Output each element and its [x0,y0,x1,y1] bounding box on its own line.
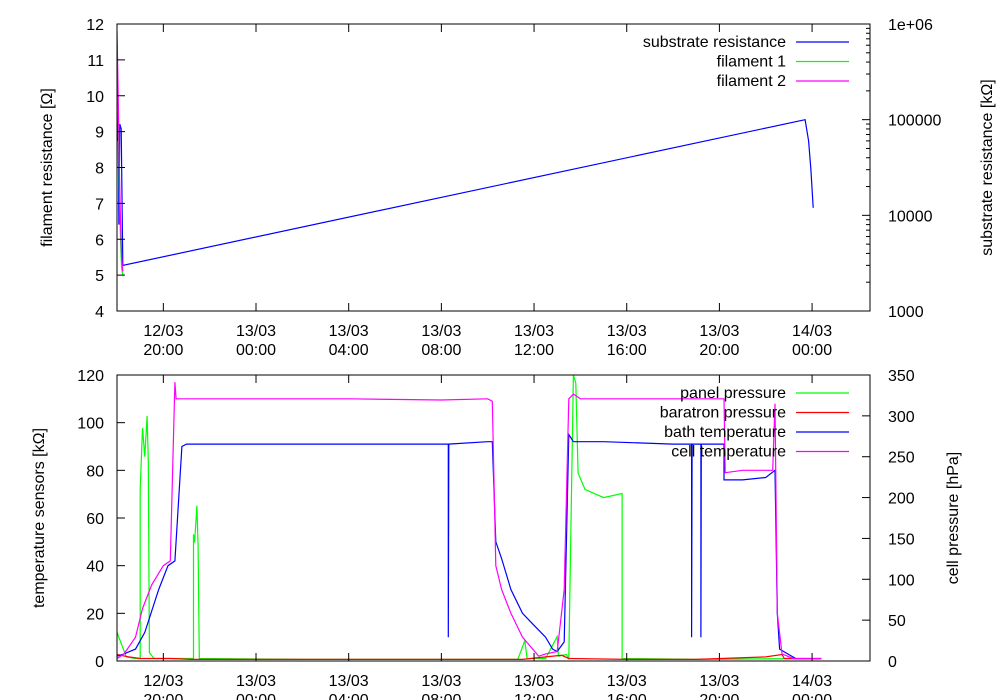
y-tick-label: 11 [87,53,104,70]
series-line-cell-temperature [117,382,822,660]
x-tick-date: 14/03 [792,673,832,690]
y-tick-label: 7 [95,196,104,213]
y2-tick-label: 350 [888,368,915,385]
x-tick-time: 08:00 [421,342,461,359]
y2-tick-label: 1000 [888,304,924,321]
series-line-filament-2 [117,31,124,272]
y-tick-label: 0 [95,654,104,671]
x-tick-time: 04:00 [329,692,369,700]
x-tick-time: 20:00 [143,692,183,700]
y-tick-label: 6 [95,232,104,249]
x-tick-date: 13/03 [421,673,461,690]
y-tick-label: 9 [95,125,104,142]
y2-tick-label: 50 [888,613,906,630]
y2-tick-label: 250 [888,450,915,467]
y-tick-label: 100 [77,416,104,433]
legend-label: cell temperature [671,444,786,461]
series-line-substrate-resistance [117,112,814,267]
y-tick-label: 10 [86,89,104,106]
y-tick-label: 80 [86,463,104,480]
legend-label: substrate resistance [643,34,786,51]
x-tick-date: 13/03 [514,323,554,340]
x-tick-date: 13/03 [699,323,739,340]
y-tick-label: 40 [86,559,104,576]
x-tick-time: 00:00 [792,342,832,359]
y-tick-label: 5 [95,268,104,285]
series-line-bath-temperature [117,432,822,660]
x-tick-time: 16:00 [607,692,647,700]
y-tick-label: 4 [95,304,104,321]
x-tick-date: 13/03 [236,673,276,690]
y2-tick-label: 0 [888,654,897,671]
x-tick-time: 20:00 [699,342,739,359]
x-tick-date: 13/03 [607,673,647,690]
x-tick-date: 13/03 [699,673,739,690]
y-tick-label: 8 [95,161,104,178]
x-tick-date: 13/03 [607,323,647,340]
y2-tick-label: 100000 [888,113,941,130]
y-tick-label: 12 [86,17,104,34]
x-tick-date: 13/03 [421,323,461,340]
x-tick-date: 13/03 [514,673,554,690]
y-axis-label: temperature sensors [kΩ] [31,428,48,608]
y2-tick-label: 100 [888,572,915,589]
y2-tick-label: 200 [888,491,915,508]
x-tick-date: 12/03 [143,673,183,690]
y2-tick-label: 10000 [888,208,933,225]
x-tick-date: 13/03 [236,323,276,340]
y2-axis-label: substrate resistance [kΩ] [979,79,996,255]
x-tick-time: 20:00 [699,692,739,700]
x-tick-time: 00:00 [792,692,832,700]
x-tick-time: 04:00 [329,342,369,359]
legend-label: baratron pressure [660,405,786,422]
legend-label: filament 1 [717,54,786,71]
x-tick-time: 12:00 [514,692,554,700]
x-tick-time: 16:00 [607,342,647,359]
y-tick-label: 60 [86,511,104,528]
x-tick-date: 14/03 [792,323,832,340]
legend-label: panel pressure [680,385,786,402]
series-group [117,31,814,276]
y-tick-label: 120 [77,368,104,385]
y-axis-label: filament resistance [Ω] [39,88,56,247]
x-tick-time: 20:00 [143,342,183,359]
y2-axis-label: cell pressure [hPa] [945,452,962,585]
y2-tick-label: 1e+06 [888,17,933,34]
x-tick-time: 00:00 [236,692,276,700]
y-tick-label: 20 [86,606,104,623]
legend-label: filament 2 [717,73,786,90]
x-tick-date: 12/03 [143,323,183,340]
x-tick-time: 08:00 [421,692,461,700]
x-tick-date: 13/03 [329,323,369,340]
y2-tick-label: 150 [888,531,915,548]
x-tick-time: 12:00 [514,342,554,359]
y2-tick-label: 300 [888,409,915,426]
x-tick-date: 13/03 [329,673,369,690]
x-tick-time: 00:00 [236,342,276,359]
legend-label: bath temperature [664,424,786,441]
